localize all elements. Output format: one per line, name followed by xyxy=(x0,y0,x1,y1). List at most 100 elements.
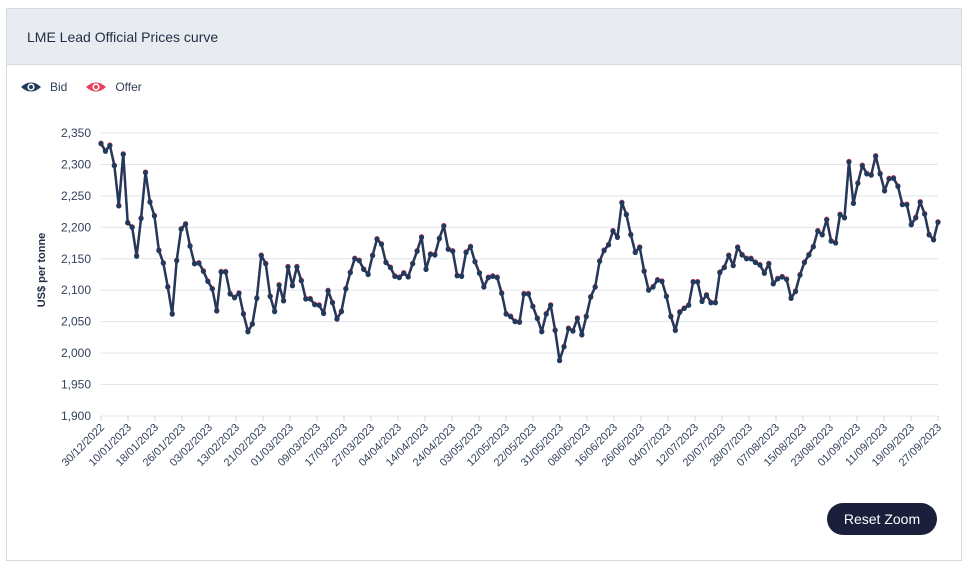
data-point-bid[interactable] xyxy=(307,296,313,302)
data-point-bid[interactable] xyxy=(205,278,211,285)
data-point-bid[interactable] xyxy=(516,319,523,325)
data-point-bid[interactable] xyxy=(637,244,643,251)
data-point-bid[interactable] xyxy=(828,238,834,244)
data-point-bid[interactable] xyxy=(797,272,803,278)
data-point-bid[interactable] xyxy=(227,291,233,297)
data-point-bid[interactable] xyxy=(476,270,483,276)
data-point-bid[interactable] xyxy=(383,259,389,266)
data-point-bid[interactable] xyxy=(708,300,714,306)
data-point-bid[interactable] xyxy=(338,309,345,315)
data-point-bid[interactable] xyxy=(169,311,175,317)
data-point-bid[interactable] xyxy=(472,259,478,265)
data-point-bid[interactable] xyxy=(329,300,336,306)
data-point-bid[interactable] xyxy=(886,176,892,182)
data-point-bid[interactable] xyxy=(165,284,171,290)
data-point-bid[interactable] xyxy=(779,274,785,280)
data-point-bid[interactable] xyxy=(752,259,759,266)
legend-item-bid[interactable]: Bid xyxy=(20,80,67,94)
data-point-bid[interactable] xyxy=(614,234,621,240)
data-point-bid[interactable] xyxy=(361,266,367,273)
legend-item-offer[interactable]: Offer xyxy=(85,80,142,94)
data-point-bid[interactable] xyxy=(668,314,674,320)
data-point-bid[interactable] xyxy=(254,295,260,301)
data-point-bid[interactable] xyxy=(387,264,393,271)
data-point-bid[interactable] xyxy=(125,220,131,226)
data-point-bid[interactable] xyxy=(543,311,549,317)
data-point-bid[interactable] xyxy=(272,309,278,315)
data-point-bid[interactable] xyxy=(815,228,821,234)
data-point-bid[interactable] xyxy=(120,151,126,157)
data-point-bid[interactable] xyxy=(819,232,825,238)
data-point-bid[interactable] xyxy=(102,148,109,154)
data-point-bid[interactable] xyxy=(801,259,808,266)
data-point-bid[interactable] xyxy=(321,310,327,317)
data-point-bid[interactable] xyxy=(908,222,914,228)
data-point-bid[interactable] xyxy=(579,332,585,338)
data-point-bid[interactable] xyxy=(699,298,705,305)
data-point-bid[interactable] xyxy=(365,271,371,278)
data-point-bid[interactable] xyxy=(463,249,469,256)
data-point-bid[interactable] xyxy=(761,270,767,276)
data-point-bid[interactable] xyxy=(672,327,678,334)
data-point-bid[interactable] xyxy=(418,234,425,240)
data-point-bid[interactable] xyxy=(401,270,407,276)
data-point-bid[interactable] xyxy=(174,258,180,264)
data-point-bid[interactable] xyxy=(743,256,750,262)
data-point-bid[interactable] xyxy=(588,294,594,300)
data-point-bid[interactable] xyxy=(392,273,398,279)
data-point-bid[interactable] xyxy=(650,284,656,290)
data-point-bid[interactable] xyxy=(298,278,304,284)
data-point-bid[interactable] xyxy=(641,268,647,274)
data-point-bid[interactable] xyxy=(597,258,603,264)
data-point-bid[interactable] xyxy=(748,256,754,262)
data-point-bid[interactable] xyxy=(200,268,206,274)
data-point-bid[interactable] xyxy=(703,292,710,298)
data-point-bid[interactable] xyxy=(258,253,264,259)
data-point-bid[interactable] xyxy=(895,183,901,190)
data-point-bid[interactable] xyxy=(214,308,220,314)
data-point-bid[interactable] xyxy=(739,252,745,258)
data-point-bid[interactable] xyxy=(178,226,184,232)
data-point-bid[interactable] xyxy=(663,293,670,300)
data-point-bid[interactable] xyxy=(294,264,300,270)
data-point-bid[interactable] xyxy=(147,199,153,205)
data-point-bid[interactable] xyxy=(432,252,438,258)
data-point-bid[interactable] xyxy=(690,279,696,285)
data-point-bid[interactable] xyxy=(717,270,723,276)
data-point-bid[interactable] xyxy=(151,213,158,219)
data-point-bid[interactable] xyxy=(427,251,434,257)
data-point-bid[interactable] xyxy=(481,284,487,290)
data-point-bid[interactable] xyxy=(694,279,701,285)
data-point-bid[interactable] xyxy=(236,290,242,296)
data-point-bid[interactable] xyxy=(303,296,309,302)
data-point-bid[interactable] xyxy=(521,291,527,297)
data-point-bid[interactable] xyxy=(499,290,505,296)
data-point-bid[interactable] xyxy=(792,288,799,295)
data-point-bid[interactable] xyxy=(846,159,852,165)
data-point-bid[interactable] xyxy=(917,199,923,205)
data-point-bid[interactable] xyxy=(249,321,255,327)
data-point-bid[interactable] xyxy=(450,248,456,254)
data-point-bid[interactable] xyxy=(681,305,687,312)
data-point-bid[interactable] xyxy=(160,260,166,266)
data-point-bid[interactable] xyxy=(530,303,536,310)
data-point-bid[interactable] xyxy=(619,200,625,206)
data-point-bid[interactable] xyxy=(182,221,189,227)
data-point-bid[interactable] xyxy=(240,311,247,317)
data-point-bid[interactable] xyxy=(503,311,509,317)
data-point-bid[interactable] xyxy=(721,264,727,271)
data-point-bid[interactable] xyxy=(935,219,941,225)
data-point-bid[interactable] xyxy=(369,253,376,259)
data-point-bid[interactable] xyxy=(134,253,140,259)
data-point-bid[interactable] xyxy=(285,264,291,270)
reset-zoom-button[interactable]: Reset Zoom xyxy=(827,503,937,535)
data-point-bid[interactable] xyxy=(583,314,589,320)
data-point-bid[interactable] xyxy=(659,278,665,285)
data-point-bid[interactable] xyxy=(806,252,812,258)
data-point-bid[interactable] xyxy=(289,283,296,289)
data-point-bid[interactable] xyxy=(436,236,442,242)
data-point-bid[interactable] xyxy=(686,302,692,308)
data-point-bid[interactable] xyxy=(209,286,215,292)
data-point-bid[interactable] xyxy=(574,315,580,322)
data-point-bid[interactable] xyxy=(824,217,830,223)
